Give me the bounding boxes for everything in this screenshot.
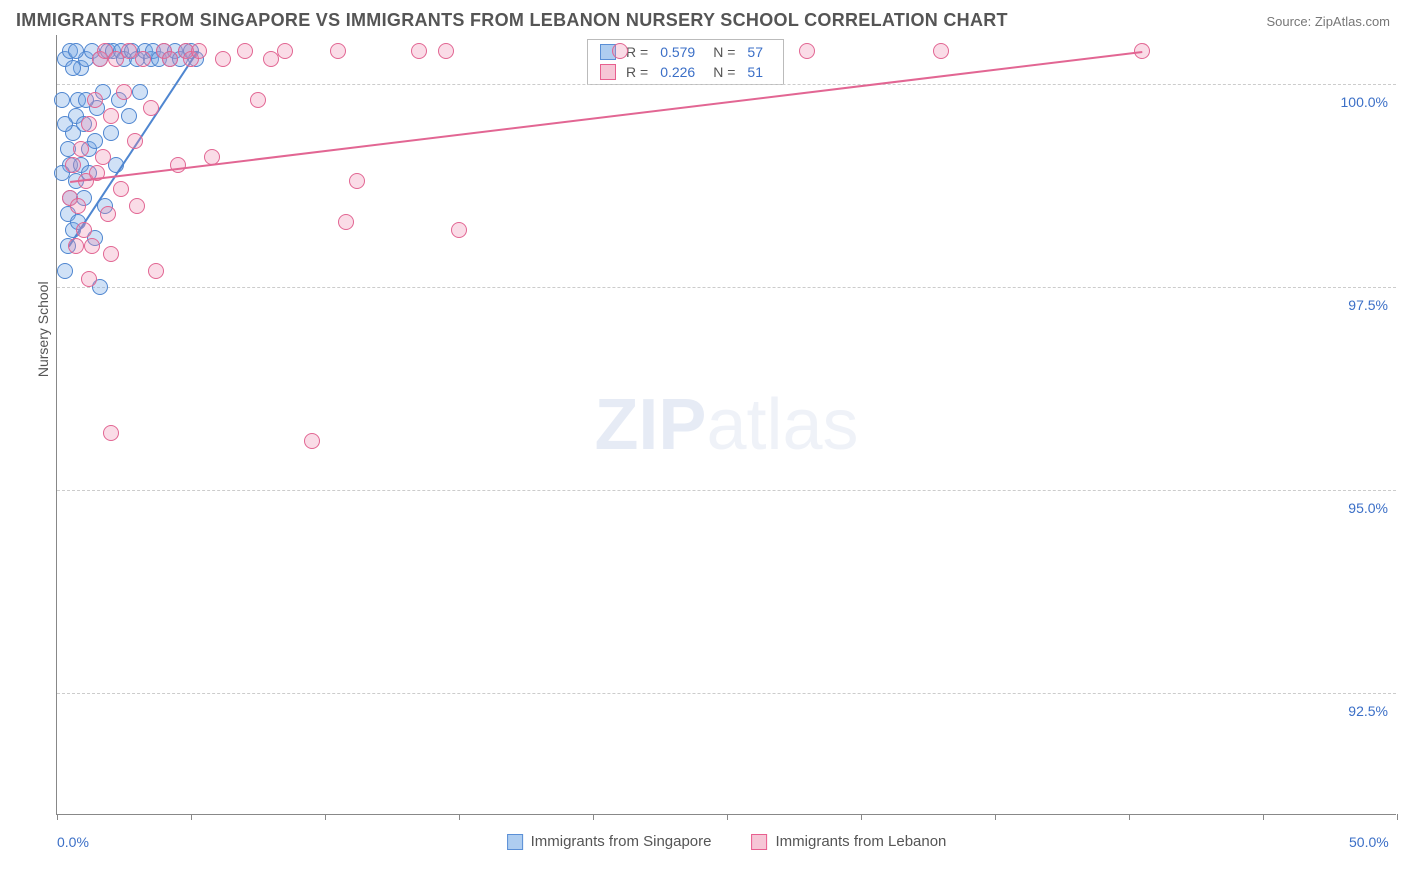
data-point: [68, 238, 84, 254]
legend-item: Immigrants from Lebanon: [751, 833, 946, 850]
data-point: [250, 92, 266, 108]
x-tick: [57, 814, 58, 820]
watermark: ZIPatlas: [594, 384, 858, 466]
data-point: [113, 181, 129, 197]
x-tick-label: 50.0%: [1349, 834, 1389, 850]
n-label: N =: [713, 44, 735, 60]
data-point: [95, 149, 111, 165]
data-point: [933, 43, 949, 59]
gridline-horizontal: [57, 84, 1396, 85]
x-tick: [1397, 814, 1398, 820]
data-point: [612, 43, 628, 59]
x-tick-label: 0.0%: [57, 834, 89, 850]
data-point: [103, 125, 119, 141]
scatter-plot: Nursery School ZIPatlas R =0.579N =57R =…: [56, 35, 1396, 815]
data-point: [65, 157, 81, 173]
data-point: [103, 108, 119, 124]
x-tick: [995, 814, 996, 820]
source-label: Source: ZipAtlas.com: [1266, 14, 1390, 29]
x-tick: [1263, 814, 1264, 820]
data-point: [127, 133, 143, 149]
data-point: [87, 92, 103, 108]
x-tick: [593, 814, 594, 820]
legend-swatch: [751, 834, 767, 850]
data-point: [451, 222, 467, 238]
data-point: [438, 43, 454, 59]
stats-row: R = 0.226 N = 51: [588, 62, 783, 82]
data-point: [103, 246, 119, 262]
legend-label: Immigrants from Lebanon: [775, 833, 946, 850]
data-point: [76, 222, 92, 238]
data-point: [338, 214, 354, 230]
data-point: [81, 271, 97, 287]
x-tick: [191, 814, 192, 820]
y-tick-label: 100.0%: [1341, 94, 1388, 110]
data-point: [65, 60, 81, 76]
r-value: 0.579: [660, 44, 695, 60]
x-tick: [1129, 814, 1130, 820]
data-point: [143, 100, 159, 116]
y-axis-label: Nursery School: [35, 281, 51, 377]
data-point: [57, 116, 73, 132]
bottom-legend: Immigrants from Singapore Immigrants from…: [507, 833, 947, 850]
data-point: [411, 43, 427, 59]
x-tick: [861, 814, 862, 820]
n-value: 51: [747, 64, 763, 80]
data-point: [68, 43, 84, 59]
data-point: [84, 238, 100, 254]
r-label: R =: [626, 44, 648, 60]
data-point: [349, 173, 365, 189]
x-tick: [325, 814, 326, 820]
x-tick: [727, 814, 728, 820]
data-point: [129, 198, 145, 214]
legend-swatch: [600, 64, 616, 80]
data-point: [304, 433, 320, 449]
data-point: [116, 84, 132, 100]
gridline-horizontal: [57, 490, 1396, 491]
data-point: [57, 263, 73, 279]
legend-label: Immigrants from Singapore: [531, 833, 712, 850]
n-value: 57: [747, 44, 763, 60]
y-tick-label: 97.5%: [1348, 297, 1388, 313]
y-tick-label: 95.0%: [1348, 500, 1388, 516]
n-label: N =: [713, 64, 735, 80]
data-point: [237, 43, 253, 59]
gridline-horizontal: [57, 287, 1396, 288]
data-point: [330, 43, 346, 59]
r-label: R =: [626, 64, 648, 80]
data-point: [135, 51, 151, 67]
data-point: [191, 43, 207, 59]
r-value: 0.226: [660, 64, 695, 80]
data-point: [215, 51, 231, 67]
data-point: [277, 43, 293, 59]
data-point: [70, 198, 86, 214]
x-tick: [459, 814, 460, 820]
legend-item: Immigrants from Singapore: [507, 833, 712, 850]
chart-title: IMMIGRANTS FROM SINGAPORE VS IMMIGRANTS …: [16, 10, 1008, 31]
data-point: [148, 263, 164, 279]
data-point: [799, 43, 815, 59]
data-point: [121, 108, 137, 124]
legend-swatch: [507, 834, 523, 850]
data-point: [100, 206, 116, 222]
data-point: [54, 92, 70, 108]
data-point: [162, 51, 178, 67]
data-point: [73, 141, 89, 157]
data-point: [103, 425, 119, 441]
gridline-horizontal: [57, 693, 1396, 694]
y-tick-label: 92.5%: [1348, 703, 1388, 719]
data-point: [132, 84, 148, 100]
data-point: [81, 116, 97, 132]
